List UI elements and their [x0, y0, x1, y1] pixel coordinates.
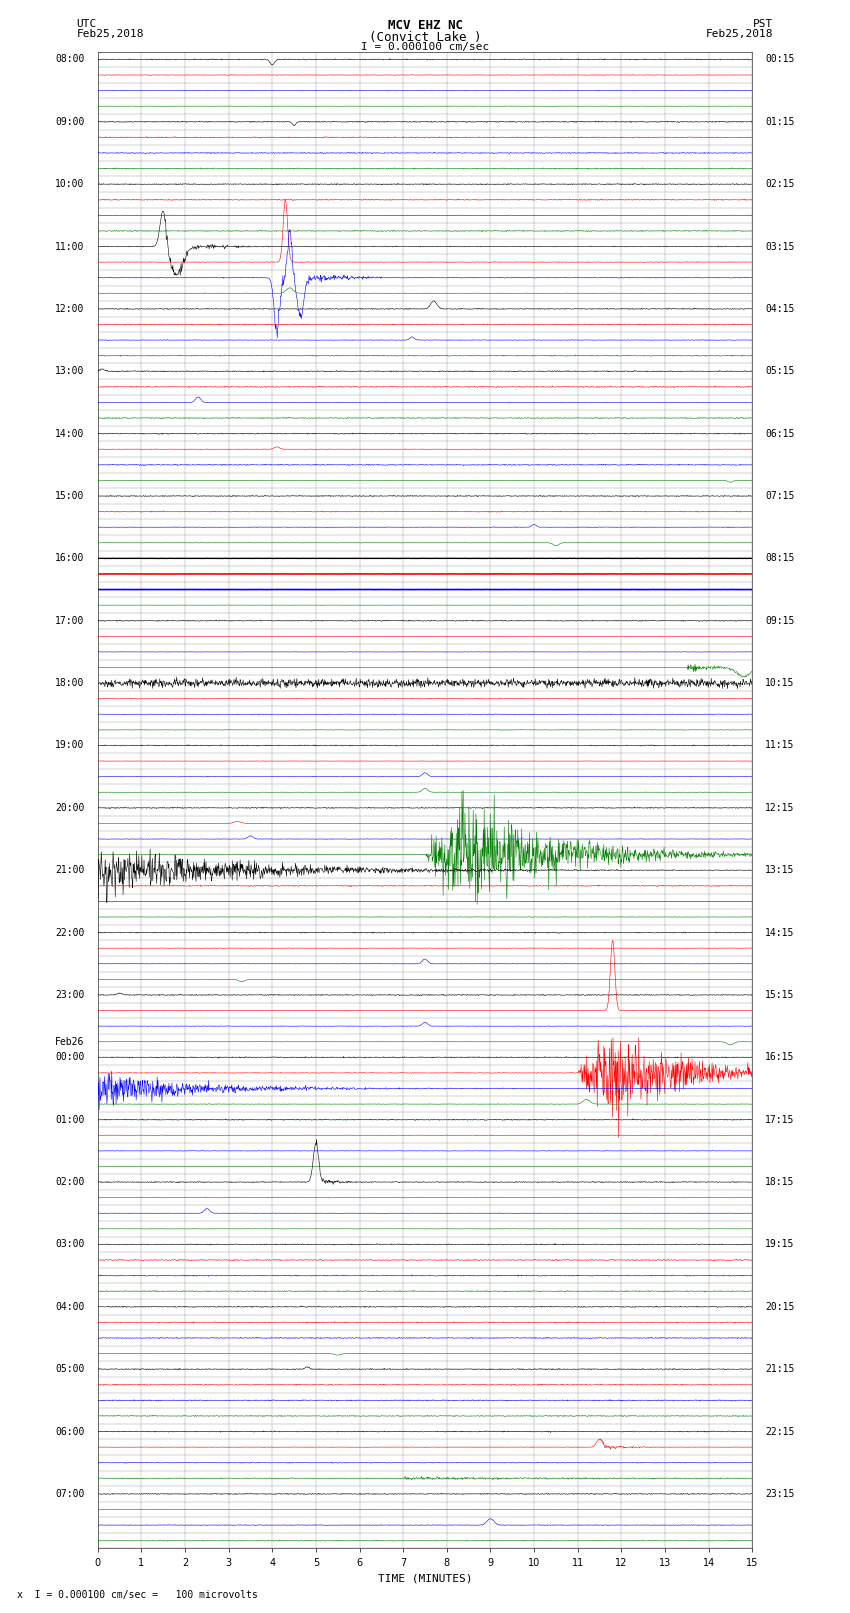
Text: 23:15: 23:15	[765, 1489, 795, 1498]
Text: 06:15: 06:15	[765, 429, 795, 439]
Text: Feb25,2018: Feb25,2018	[76, 29, 144, 39]
Text: 19:15: 19:15	[765, 1239, 795, 1250]
Text: MCV EHZ NC: MCV EHZ NC	[388, 19, 462, 32]
Text: I = 0.000100 cm/sec: I = 0.000100 cm/sec	[361, 42, 489, 52]
Text: 09:15: 09:15	[765, 616, 795, 626]
Text: 05:15: 05:15	[765, 366, 795, 376]
Text: 01:15: 01:15	[765, 116, 795, 127]
Text: 17:00: 17:00	[55, 616, 85, 626]
Text: 15:15: 15:15	[765, 990, 795, 1000]
Text: 03:15: 03:15	[765, 242, 795, 252]
Text: 12:00: 12:00	[55, 303, 85, 315]
Text: 20:00: 20:00	[55, 803, 85, 813]
Text: 01:00: 01:00	[55, 1115, 85, 1124]
Text: 17:15: 17:15	[765, 1115, 795, 1124]
Text: 12:15: 12:15	[765, 803, 795, 813]
Text: 02:15: 02:15	[765, 179, 795, 189]
Text: x  I = 0.000100 cm/sec =   100 microvolts: x I = 0.000100 cm/sec = 100 microvolts	[17, 1590, 258, 1600]
Text: 05:00: 05:00	[55, 1365, 85, 1374]
Text: 04:15: 04:15	[765, 303, 795, 315]
Text: 00:15: 00:15	[765, 55, 795, 65]
Text: 21:15: 21:15	[765, 1365, 795, 1374]
Text: 14:00: 14:00	[55, 429, 85, 439]
Text: 09:00: 09:00	[55, 116, 85, 127]
Text: 16:00: 16:00	[55, 553, 85, 563]
Text: Feb25,2018: Feb25,2018	[706, 29, 774, 39]
Text: 11:15: 11:15	[765, 740, 795, 750]
Text: Feb26: Feb26	[55, 1037, 85, 1047]
Text: (Convict Lake ): (Convict Lake )	[369, 31, 481, 44]
Text: 06:00: 06:00	[55, 1426, 85, 1437]
Text: 10:15: 10:15	[765, 677, 795, 689]
Text: 20:15: 20:15	[765, 1302, 795, 1311]
Text: 08:00: 08:00	[55, 55, 85, 65]
Text: 18:00: 18:00	[55, 677, 85, 689]
Text: 03:00: 03:00	[55, 1239, 85, 1250]
Text: 07:15: 07:15	[765, 490, 795, 502]
Text: 11:00: 11:00	[55, 242, 85, 252]
Text: 14:15: 14:15	[765, 927, 795, 937]
Text: 00:00: 00:00	[55, 1052, 85, 1063]
Text: 13:00: 13:00	[55, 366, 85, 376]
Text: 13:15: 13:15	[765, 865, 795, 876]
Text: 02:00: 02:00	[55, 1177, 85, 1187]
Text: 04:00: 04:00	[55, 1302, 85, 1311]
Text: 18:15: 18:15	[765, 1177, 795, 1187]
Text: 15:00: 15:00	[55, 490, 85, 502]
Text: 07:00: 07:00	[55, 1489, 85, 1498]
Text: 23:00: 23:00	[55, 990, 85, 1000]
Text: 19:00: 19:00	[55, 740, 85, 750]
X-axis label: TIME (MINUTES): TIME (MINUTES)	[377, 1573, 473, 1582]
Text: 21:00: 21:00	[55, 865, 85, 876]
Text: 22:00: 22:00	[55, 927, 85, 937]
Text: 10:00: 10:00	[55, 179, 85, 189]
Text: 22:15: 22:15	[765, 1426, 795, 1437]
Text: 16:15: 16:15	[765, 1052, 795, 1063]
Text: PST: PST	[753, 19, 774, 29]
Text: UTC: UTC	[76, 19, 97, 29]
Text: 08:15: 08:15	[765, 553, 795, 563]
